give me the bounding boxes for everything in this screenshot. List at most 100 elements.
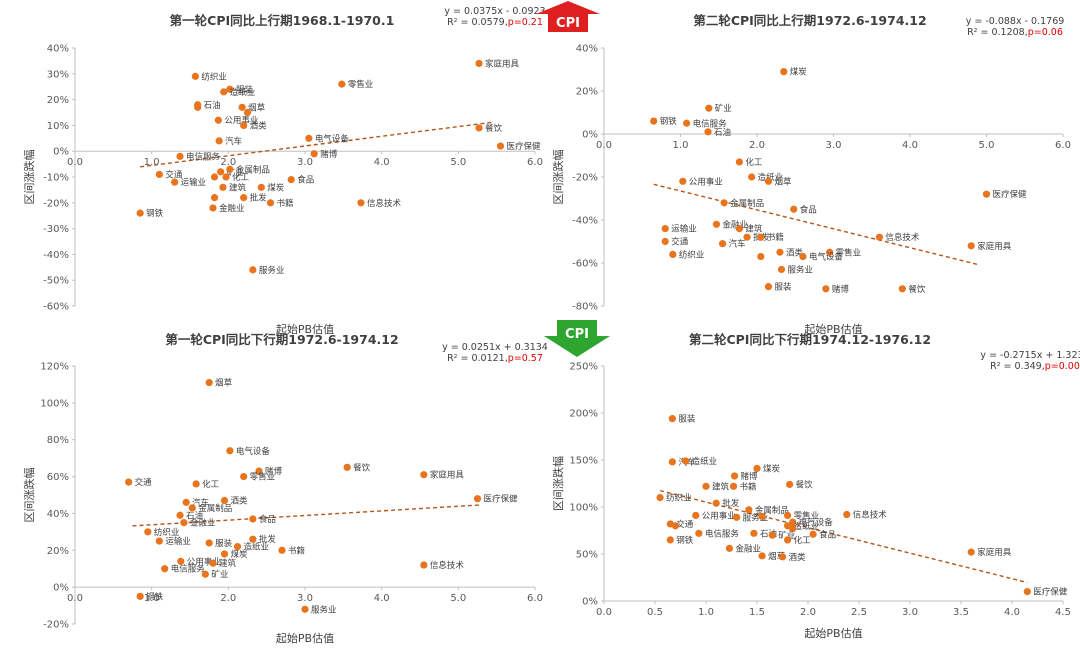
data-point [278,546,286,554]
y-tick-label: 100% [569,503,598,514]
point-label: 书籍 [740,481,757,492]
data-point [192,480,200,488]
point-label: 书籍 [767,232,784,243]
x-tick-label: 1.5 [749,607,765,618]
p-value: p=0.21 [508,17,543,28]
y-tick-label: 50% [576,550,598,561]
data-point [679,177,687,185]
point-label: 电信服务 [693,118,728,129]
data-point [695,529,703,537]
data-point [826,248,834,256]
data-point [753,464,761,473]
x-tick-label: 2.0 [220,157,236,168]
data-point [784,511,792,520]
data-point [702,482,710,490]
point-label: 家庭用具 [430,470,465,481]
point-label: 金属制品 [730,198,764,209]
x-tick-label: 3.0 [902,607,918,618]
point-label: 纺织业 [679,249,705,260]
data-point [475,124,483,132]
p-value: p=0.57 [508,353,543,364]
data-point [240,194,248,202]
data-point [705,104,713,112]
data-point [249,535,257,543]
y-tick-label: -20% [572,173,598,184]
data-point [718,240,727,248]
y-axis-title: 区间涨跌幅 [22,468,36,523]
x-tick-label: 2.5 [851,607,867,618]
chart-title: 第二轮CPI同比下行期1974.12-1976.12 [689,332,931,347]
x-axis-title: 起始PB估值 [276,631,334,645]
data-point [161,565,169,573]
point-label: 石油 [204,100,221,111]
data-point [343,463,351,471]
data-point [735,225,744,233]
point-label: 公用事业 [187,556,221,567]
point-label: 石油 [760,528,777,539]
y-tick-label: 0% [582,597,598,608]
data-point [201,570,209,578]
point-label: 纺织业 [666,493,692,504]
x-tick-label: 0.5 [647,607,663,618]
point-label: 餐饮 [485,123,503,134]
point-label: 信息技术 [430,560,465,571]
point-label: 运输业 [181,177,207,188]
point-label: 医疗保健 [507,141,542,152]
down-arrow-label: CPI [565,327,589,342]
point-label: 批发 [259,534,277,545]
data-point [338,80,346,88]
data-point [875,233,884,241]
point-label: 赌博 [741,471,759,482]
data-point [712,220,721,228]
point-label: 食品 [259,514,276,525]
scatter-chart-3: 第一轮CPI同比下行期1972.6-1974.12 y = 0.0251x + 0… [22,332,548,645]
point-label: 金融业 [735,543,761,554]
point-label: 服务业 [787,264,813,275]
point-label: 交通 [676,519,694,530]
y-tick-label: 100% [40,398,69,409]
data-point [745,506,753,514]
data-point [222,173,230,181]
point-label: 化工 [794,535,812,546]
data-point [219,183,227,191]
point-label: 运输业 [165,536,191,547]
x-tick-label: 5.0 [979,140,995,151]
point-label: 造纸业 [794,521,820,532]
data-point [243,108,252,117]
data-point [238,103,246,111]
data-point [305,134,313,142]
data-point [257,183,265,191]
point-label: 矿业 [227,167,244,178]
y-axis-title: 区间涨跌幅 [551,456,565,511]
p-value: ,p=0.00 [1042,361,1080,372]
data-point [669,250,677,258]
data-point [220,550,229,558]
point-label: 医疗保健 [484,494,519,505]
point-label: 钢铁 [146,208,164,219]
data-point [776,248,784,256]
data-point [750,529,758,537]
data-point [210,173,219,181]
y-tick-label: -20% [43,620,69,631]
point-label: 造纸业 [230,87,256,98]
point-label: 石油 [186,510,203,521]
regression-equation: y = -0.2715x + 1.3236 [980,350,1080,361]
point-label: 交通 [671,237,689,248]
point-label: 金属制品 [755,505,789,516]
point-label: 金属制品 [198,503,232,514]
data-point [656,494,664,502]
data-point [473,495,482,503]
point-label: 信息技术 [853,510,888,521]
point-label: 电气设备 [236,446,271,457]
data-point [171,178,179,186]
data-point [748,173,756,181]
y-tick-label: -40% [572,216,598,227]
point-label: 烟草 [768,551,786,562]
data-point [194,103,202,111]
trend-line [140,121,493,168]
data-point [758,552,766,560]
y-tick-label: 60% [47,472,69,483]
point-label: 煤炭 [790,67,808,78]
y-tick-label: 0% [582,130,598,141]
point-label: 公用事业 [689,176,723,187]
